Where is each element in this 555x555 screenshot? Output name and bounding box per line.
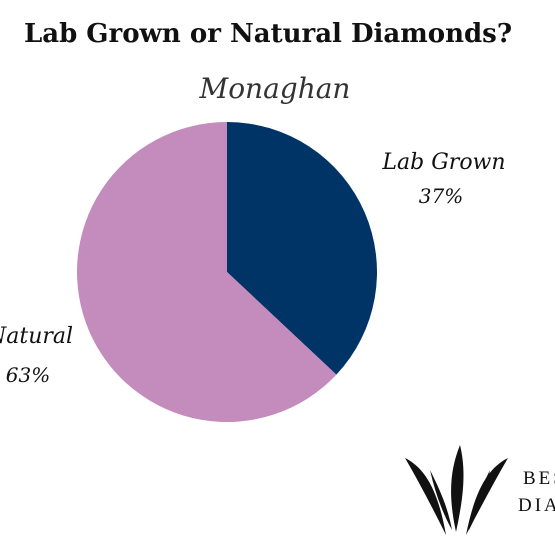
chart-title: Lab Grown or Natural Diamonds? [24, 19, 512, 49]
logo-text-line-1: BES [523, 468, 555, 489]
pie-slice-natural [77, 122, 337, 422]
diamond-crown-icon [405, 445, 508, 535]
logo-text-line-2: DIAI [518, 495, 555, 516]
slice-value-lab-grown: 37% [419, 184, 463, 208]
chart-subtitle: Monaghan [199, 72, 351, 105]
pie [77, 122, 378, 422]
brand-logo: BES DIAI [405, 445, 555, 535]
slice-value-natural: 63% [6, 363, 50, 387]
slice-label-natural: Natural [0, 324, 73, 349]
slice-label-lab-grown: Lab Grown [381, 150, 505, 175]
pie-slice-lab-grown [227, 122, 378, 375]
